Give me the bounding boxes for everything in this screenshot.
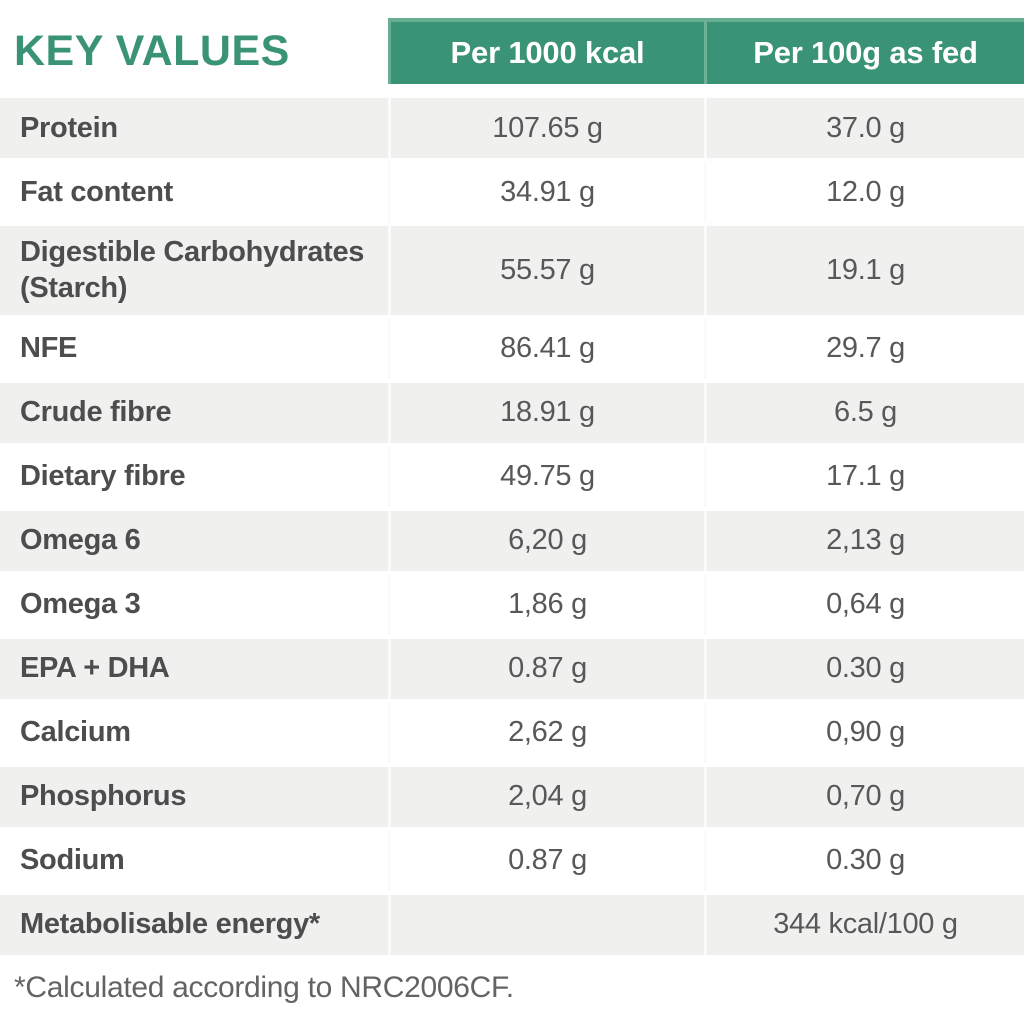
row-label: Omega 3 xyxy=(0,574,388,635)
row-value-per-100g-as-fed: 17.1 g xyxy=(704,446,1024,507)
row-value-per-1000kcal: 86.41 g xyxy=(388,318,704,379)
row-label: NFE xyxy=(0,318,388,379)
row-value-per-1000kcal: 0.87 g xyxy=(388,638,704,699)
row-value-per-100g-as-fed: 0,64 g xyxy=(704,574,1024,635)
table-row: Protein 107.65 g 37.0 g xyxy=(0,98,1024,158)
row-value-per-100g-as-fed: 0,70 g xyxy=(704,766,1024,827)
table-row: Crude fibre 18.91 g 6.5 g xyxy=(0,382,1024,443)
row-value-per-1000kcal: 49.75 g xyxy=(388,446,704,507)
row-value-per-1000kcal: 18.91 g xyxy=(388,382,704,443)
column-header-per-1000kcal: Per 1000 kcal xyxy=(388,18,704,84)
row-label: Protein xyxy=(0,98,388,158)
table-row: Digestible Carbohydrates (Starch) 55.57 … xyxy=(0,226,1024,315)
row-label: EPA + DHA xyxy=(0,638,388,699)
table-row: NFE 86.41 g 29.7 g xyxy=(0,318,1024,379)
row-value-per-100g-as-fed: 19.1 g xyxy=(704,226,1024,315)
row-value-per-100g-as-fed: 0.30 g xyxy=(704,830,1024,891)
row-value-per-1000kcal: 0.87 g xyxy=(388,830,704,891)
row-value-per-100g-as-fed: 2,13 g xyxy=(704,510,1024,571)
table-row: EPA + DHA 0.87 g 0.30 g xyxy=(0,638,1024,699)
row-value-per-1000kcal: 1,86 g xyxy=(388,574,704,635)
row-label: Dietary fibre xyxy=(0,446,388,507)
table-row: Dietary fibre 49.75 g 17.1 g xyxy=(0,446,1024,507)
row-value-per-1000kcal: 2,04 g xyxy=(388,766,704,827)
row-value-per-100g-as-fed: 37.0 g xyxy=(704,98,1024,158)
row-value-per-1000kcal: 6,20 g xyxy=(388,510,704,571)
row-label: Fat content xyxy=(0,162,388,222)
row-label: Digestible Carbohydrates (Starch) xyxy=(0,226,388,315)
row-value-per-100g-as-fed: 344 kcal/100 g xyxy=(704,894,1024,955)
row-value-per-1000kcal xyxy=(388,894,704,955)
row-value-per-100g-as-fed: 0.30 g xyxy=(704,638,1024,699)
table-row: Calcium 2,62 g 0,90 g xyxy=(0,702,1024,763)
row-value-per-1000kcal: 2,62 g xyxy=(388,702,704,763)
row-label: Omega 6 xyxy=(0,510,388,571)
row-value-per-100g-as-fed: 6.5 g xyxy=(704,382,1024,443)
table-header: KEY VALUES Per 1000 kcal Per 100g as fed xyxy=(0,18,1024,84)
row-value-per-1000kcal: 107.65 g xyxy=(388,98,704,158)
table-row: Omega 3 1,86 g 0,64 g xyxy=(0,574,1024,635)
title-cell: KEY VALUES xyxy=(0,18,388,84)
row-label: Crude fibre xyxy=(0,382,388,443)
row-value-per-100g-as-fed: 12.0 g xyxy=(704,162,1024,222)
row-label: Phosphorus xyxy=(0,766,388,827)
row-label: Metabolisable energy* xyxy=(0,894,388,955)
table-row: Metabolisable energy* 344 kcal/100 g xyxy=(0,894,1024,955)
row-value-per-1000kcal: 55.57 g xyxy=(388,226,704,315)
table-body: Protein 107.65 g 37.0 g Fat content 34.9… xyxy=(0,98,1024,955)
row-value-per-100g-as-fed: 29.7 g xyxy=(704,318,1024,379)
column-header-per-100g-as-fed: Per 100g as fed xyxy=(704,18,1024,84)
row-value-per-100g-as-fed: 0,90 g xyxy=(704,702,1024,763)
row-label: Sodium xyxy=(0,830,388,891)
table-row: Sodium 0.87 g 0.30 g xyxy=(0,830,1024,891)
table-row: Omega 6 6,20 g 2,13 g xyxy=(0,510,1024,571)
page-title: KEY VALUES xyxy=(14,26,290,75)
footnote: *Calculated according to NRC2006CF. xyxy=(14,970,514,1004)
table-row: Phosphorus 2,04 g 0,70 g xyxy=(0,766,1024,827)
row-value-per-1000kcal: 34.91 g xyxy=(388,162,704,222)
table-row: Fat content 34.91 g 12.0 g xyxy=(0,162,1024,222)
row-label: Calcium xyxy=(0,702,388,763)
